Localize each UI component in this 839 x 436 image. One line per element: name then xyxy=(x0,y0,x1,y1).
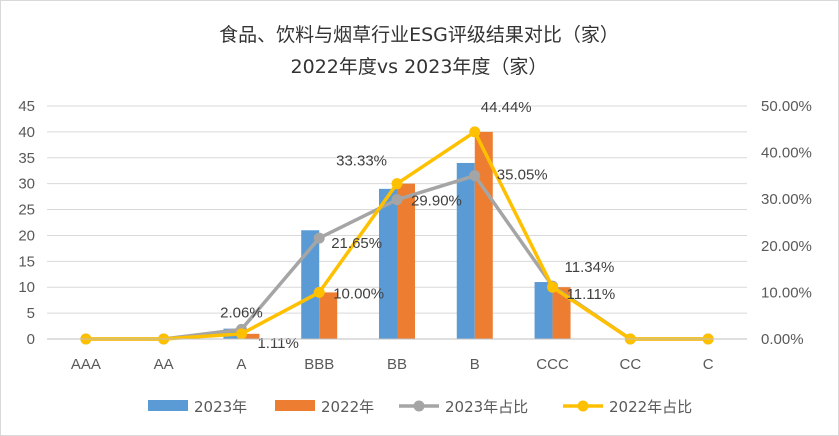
x-tick-label: AA xyxy=(154,356,174,373)
y2-tick-label: 50.00% xyxy=(761,98,812,115)
legend-label: 2023年 xyxy=(194,398,247,416)
bar-2023年 xyxy=(456,162,475,339)
y2-tick-label: 10.00% xyxy=(761,284,812,301)
legend-marker xyxy=(413,400,425,412)
data-label: 33.33% xyxy=(336,153,387,170)
x-tick-label: BBB xyxy=(304,356,334,373)
x-tick-label: CCC xyxy=(536,356,569,373)
point-2023年占比 xyxy=(313,232,325,244)
bar-2023年 xyxy=(379,188,397,339)
y-tick-label: 5 xyxy=(27,305,35,322)
point-2022年占比 xyxy=(547,281,559,293)
y2-tick-label: 20.00% xyxy=(761,238,812,255)
data-label: 1.11% xyxy=(257,335,298,352)
legend-swatch xyxy=(275,400,315,411)
legend-label: 2023年占比 xyxy=(445,398,528,416)
y-tick-label: 35 xyxy=(18,150,35,167)
y-tick-label: 25 xyxy=(18,202,35,219)
x-tick-label: BB xyxy=(387,356,407,373)
y-tick-label: 15 xyxy=(18,253,35,270)
point-2022年占比 xyxy=(391,178,403,190)
point-2022年占比 xyxy=(313,286,325,298)
bar-2022年 xyxy=(552,287,571,339)
y2-tick-label: 40.00% xyxy=(761,145,812,162)
y2-tick-label: 30.00% xyxy=(761,191,812,208)
legend-marker xyxy=(577,400,589,412)
bar-2023年 xyxy=(534,282,553,339)
y2-tick-label: 0.00% xyxy=(761,331,804,348)
bar-2022年 xyxy=(241,333,260,339)
legend-label: 2022年占比 xyxy=(609,398,692,416)
y-tick-label: 30 xyxy=(18,176,35,193)
data-label: 29.90% xyxy=(411,193,462,210)
point-2022年占比 xyxy=(235,328,247,340)
point-2022年占比 xyxy=(469,126,481,138)
y-tick-label: 0 xyxy=(27,331,35,348)
x-tick-label: AAA xyxy=(71,356,101,373)
data-label: 35.05% xyxy=(497,167,548,184)
data-label: 10.00% xyxy=(333,285,384,302)
point-2023年占比 xyxy=(391,194,403,206)
bar-2022年 xyxy=(319,292,338,339)
legend-label: 2022年 xyxy=(321,398,374,416)
y-tick-label: 20 xyxy=(18,227,35,244)
chart-subtitle: 2022年度vs 2023年度（家） xyxy=(291,56,548,78)
x-tick-label: C xyxy=(703,356,714,373)
bar-2022年 xyxy=(397,183,415,339)
y-tick-label: 10 xyxy=(18,279,35,296)
legend-swatch xyxy=(148,400,188,411)
x-tick-label: CC xyxy=(619,356,641,373)
data-label: 2.06% xyxy=(220,304,263,321)
data-label: 44.44% xyxy=(481,99,532,116)
bar-2023年 xyxy=(301,230,320,339)
data-label: 11.34% xyxy=(565,259,615,276)
point-2023年占比 xyxy=(469,170,481,182)
x-tick-label: B xyxy=(470,356,480,373)
y-tick-label: 45 xyxy=(18,98,35,115)
x-tick-label: A xyxy=(236,356,246,373)
chart-title: 食品、饮料与烟草行业ESG评级结果对比（家） xyxy=(219,24,619,46)
data-label: 21.65% xyxy=(331,235,382,252)
y-tick-label: 40 xyxy=(18,124,35,141)
data-label: 11.11% xyxy=(567,286,616,303)
